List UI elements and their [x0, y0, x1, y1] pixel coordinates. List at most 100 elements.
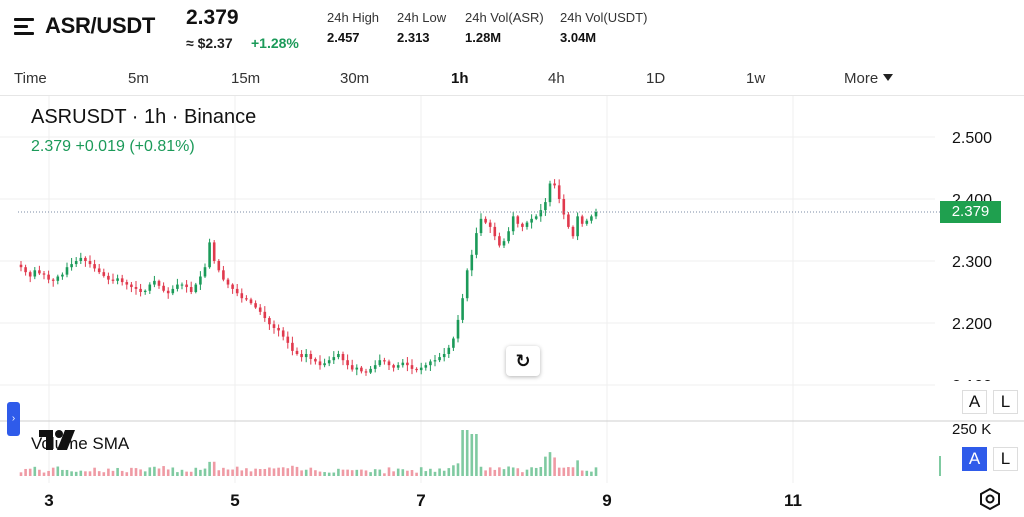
volume-bar — [74, 471, 78, 476]
candle-body — [406, 362, 409, 366]
interval-more[interactable]: More — [844, 70, 894, 87]
x-tick-label: 3 — [44, 491, 53, 510]
volume-bar — [222, 467, 225, 476]
volume-bar — [277, 467, 280, 476]
stat-label: 24h Vol(USDT) — [560, 10, 648, 25]
interval-15m[interactable]: 15m — [231, 70, 261, 87]
candle-body — [166, 290, 170, 294]
volume-bar — [203, 468, 207, 476]
interval-time[interactable]: Time — [14, 70, 47, 87]
candle-body — [534, 216, 538, 219]
price-change: +1.28% — [251, 35, 299, 51]
volume-bar — [548, 452, 552, 476]
candle-body — [231, 284, 234, 289]
candle-body — [235, 288, 239, 294]
candle-body — [281, 330, 285, 337]
candle-body — [594, 212, 598, 217]
volume-bar — [70, 471, 73, 476]
volume-scale-label: 250 K — [952, 421, 992, 438]
interval-4h[interactable]: 4h — [548, 70, 565, 87]
candle-body — [157, 280, 161, 286]
volume-bar — [470, 434, 474, 476]
volume-bar — [171, 467, 175, 476]
candle-body — [364, 371, 368, 373]
stat-value: 1.28M — [465, 30, 502, 45]
volume-bar — [539, 466, 543, 476]
reset-icon[interactable]: ↻ — [506, 346, 540, 376]
candle-body — [84, 257, 87, 261]
volume-bar — [567, 467, 570, 476]
candle-body — [199, 276, 202, 285]
candle-body — [576, 216, 579, 237]
candle-body — [378, 360, 382, 366]
side-panel-toggle[interactable]: › — [7, 402, 20, 436]
candle-body — [286, 336, 290, 343]
candle-body — [442, 354, 446, 358]
volume-bar — [378, 469, 382, 476]
volume-bar — [475, 434, 478, 476]
candle-body — [327, 360, 331, 364]
candle-body — [245, 298, 248, 300]
candle-body — [544, 202, 547, 211]
menu-icon[interactable] — [14, 18, 34, 36]
volume-bar — [281, 467, 285, 476]
candle-body — [415, 368, 418, 371]
volume-bar — [42, 472, 46, 476]
candle-body — [254, 303, 257, 308]
volume-bar — [507, 466, 510, 476]
interval-5m[interactable]: 5m — [128, 70, 149, 87]
volume-bar — [387, 467, 391, 476]
candle-body — [341, 354, 345, 361]
volume-bar — [51, 467, 55, 476]
interval-1d[interactable]: 1D — [646, 70, 666, 87]
candle-body — [470, 254, 474, 271]
candle-body — [222, 270, 225, 280]
candle-body — [498, 236, 501, 246]
volume-bar — [249, 471, 253, 476]
volume-bar — [134, 468, 138, 476]
volume-bar — [88, 471, 92, 476]
interval-1w[interactable]: 1w — [746, 70, 766, 87]
volume-bar — [406, 470, 409, 476]
candle-body — [176, 284, 179, 289]
pair-name[interactable]: ASR/USDT — [45, 13, 156, 38]
volume-indicator-label: Volume SMA — [31, 434, 130, 453]
volume-bar — [562, 467, 566, 476]
candle-body — [116, 278, 119, 281]
volume-bar — [176, 472, 179, 476]
y-tick-label: 2.300 — [952, 254, 992, 271]
candle-body — [346, 360, 349, 366]
volume-bar — [125, 472, 129, 476]
more-label: More — [844, 70, 879, 87]
volume-log-scale-button[interactable]: L — [993, 447, 1018, 471]
candle-body — [120, 278, 124, 283]
candle-body — [507, 231, 510, 242]
candle-body — [525, 222, 529, 227]
candle-body — [511, 216, 515, 232]
volume-auto-scale-button[interactable]: A — [962, 447, 987, 471]
candle-body — [111, 279, 115, 281]
volume-bar — [79, 470, 83, 476]
auto-scale-button[interactable]: A — [962, 390, 987, 414]
volume-bar — [456, 463, 460, 476]
volume-bar — [24, 468, 27, 476]
candle-body — [479, 218, 483, 234]
volume-bar — [332, 472, 336, 476]
settings-icon[interactable] — [978, 487, 1002, 511]
volume-bar — [300, 470, 303, 476]
log-scale-button[interactable]: L — [993, 390, 1018, 414]
candle-body — [42, 273, 46, 275]
candle-body — [461, 298, 464, 320]
candle-body — [355, 367, 359, 370]
volume-bar — [511, 467, 515, 476]
interval-30m[interactable]: 30m — [340, 70, 370, 87]
interval-1h[interactable]: 1h — [451, 70, 469, 87]
volume-bar — [525, 469, 529, 476]
candle-body — [401, 362, 405, 366]
usd-price: ≈ $2.37 — [186, 35, 233, 51]
volume-bar — [571, 467, 575, 476]
candle-body — [557, 185, 561, 199]
volume-bar — [148, 467, 152, 476]
candle-body — [249, 299, 253, 304]
